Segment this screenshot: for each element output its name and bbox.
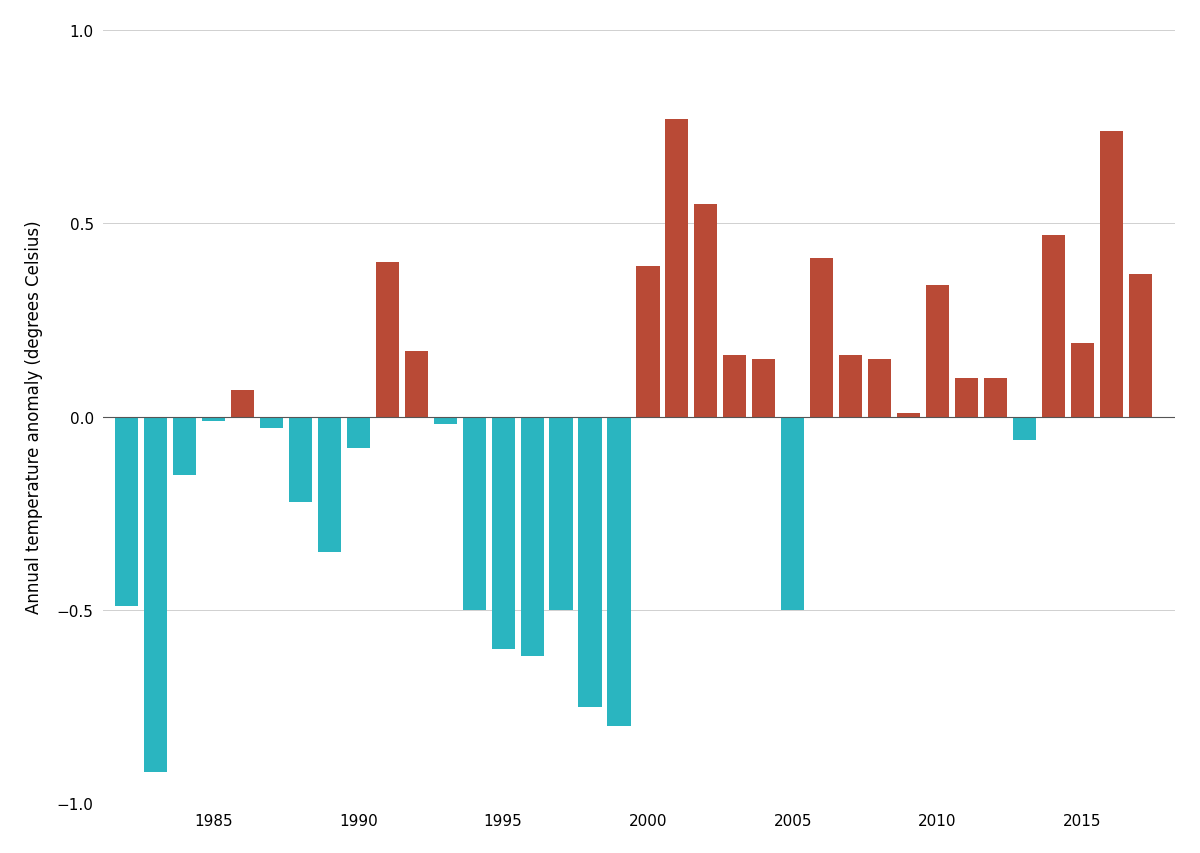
Bar	[404, 351, 428, 417]
Bar	[665, 119, 689, 417]
Bar	[376, 263, 398, 417]
Bar	[521, 417, 544, 657]
Bar	[433, 417, 457, 425]
Bar	[1070, 344, 1094, 417]
Bar	[318, 417, 341, 552]
Bar	[810, 258, 833, 417]
Bar	[724, 356, 746, 417]
Bar	[260, 417, 283, 429]
Bar	[492, 417, 515, 649]
Bar	[462, 417, 486, 610]
Bar	[347, 417, 370, 448]
Bar	[695, 205, 718, 417]
Bar	[839, 356, 863, 417]
Bar	[1099, 131, 1123, 417]
Bar	[550, 417, 572, 610]
Bar	[1129, 275, 1152, 417]
Bar	[1042, 235, 1064, 417]
Bar	[1013, 417, 1036, 440]
Bar	[781, 417, 804, 610]
Bar	[230, 390, 254, 417]
Bar	[896, 414, 920, 417]
Y-axis label: Annual temperature anomaly (degrees Celsius): Annual temperature anomaly (degrees Cels…	[25, 221, 43, 613]
Bar	[607, 417, 630, 726]
Bar	[926, 286, 949, 417]
Bar	[578, 417, 601, 707]
Bar	[289, 417, 312, 502]
Bar	[173, 417, 196, 475]
Bar	[984, 379, 1007, 417]
Bar	[202, 417, 226, 421]
Bar	[144, 417, 167, 773]
Bar	[868, 359, 892, 417]
Bar	[636, 266, 660, 417]
Bar	[115, 417, 138, 606]
Bar	[752, 359, 775, 417]
Bar	[955, 379, 978, 417]
